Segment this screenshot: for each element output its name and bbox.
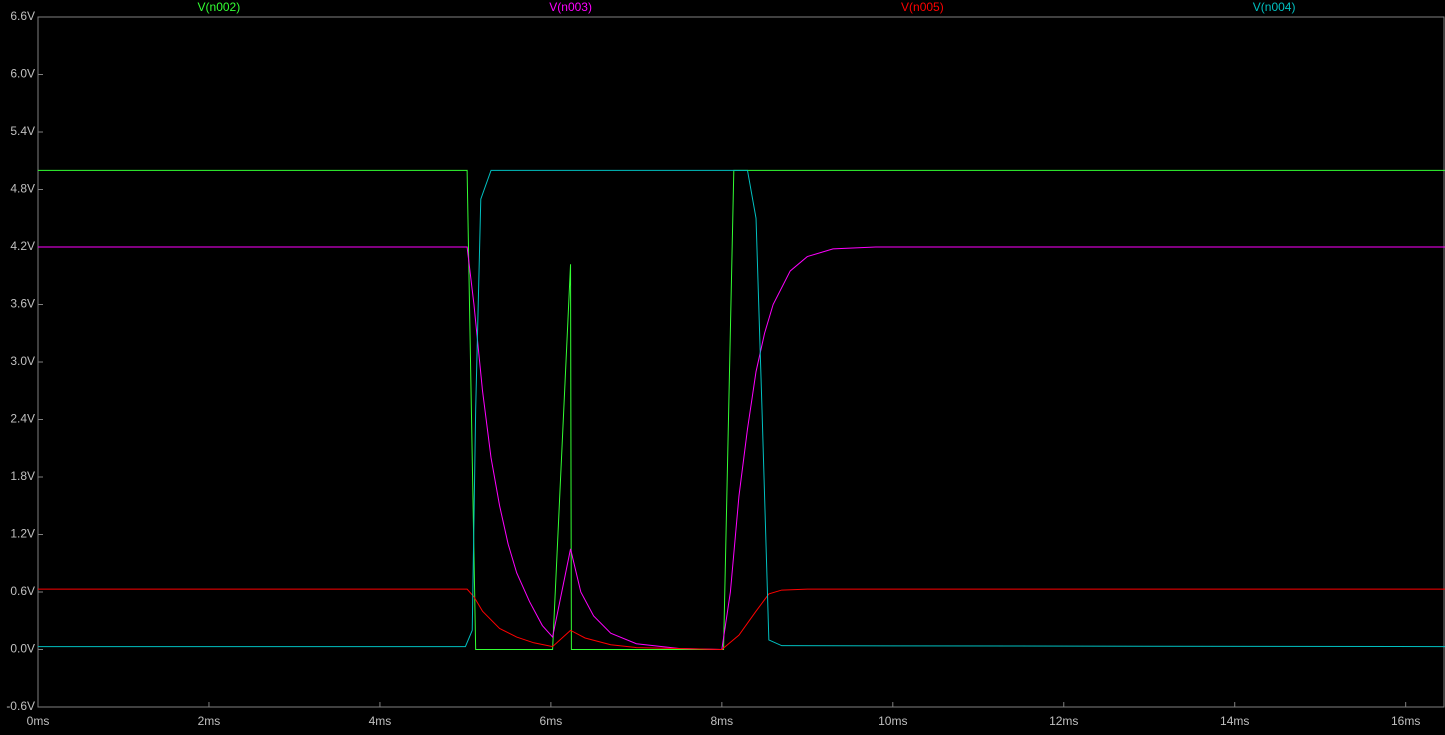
y-tick-label: 0.0V [10,642,35,656]
x-tick-label: 6ms [540,714,563,728]
x-tick-label: 0ms [27,714,50,728]
y-tick-label: 1.2V [10,527,35,541]
y-tick-label: 3.0V [10,354,35,368]
y-tick-label: 0.6V [10,584,35,598]
y-tick-label: -0.6V [6,699,35,713]
series-line [38,169,1445,648]
x-tick-label: 8ms [711,714,734,728]
x-tick-label: 4ms [369,714,392,728]
series-line [38,588,1445,651]
y-tick-label: 4.2V [10,239,35,253]
y-tick-label: 6.6V [10,9,35,23]
x-tick-label: 2ms [198,714,221,728]
y-tick-label: 5.4V [10,124,35,138]
y-tick-label: 4.8V [10,182,35,196]
y-tick-label: 2.4V [10,412,35,426]
legend-label: V(n005) [901,0,944,14]
series-line [38,169,1445,650]
y-tick-label: 1.8V [10,469,35,483]
legend-label: V(n003) [549,0,592,14]
y-tick-label: 6.0V [10,67,35,81]
x-tick-label: 16ms [1391,714,1420,728]
legend-label: V(n002) [198,0,241,14]
x-tick-label: 12ms [1049,714,1078,728]
legend-label: V(n004) [1253,0,1296,14]
series-line [38,246,1445,651]
x-tick-label: 10ms [878,714,907,728]
y-tick-label: 3.6V [10,297,35,311]
x-tick-label: 14ms [1220,714,1249,728]
